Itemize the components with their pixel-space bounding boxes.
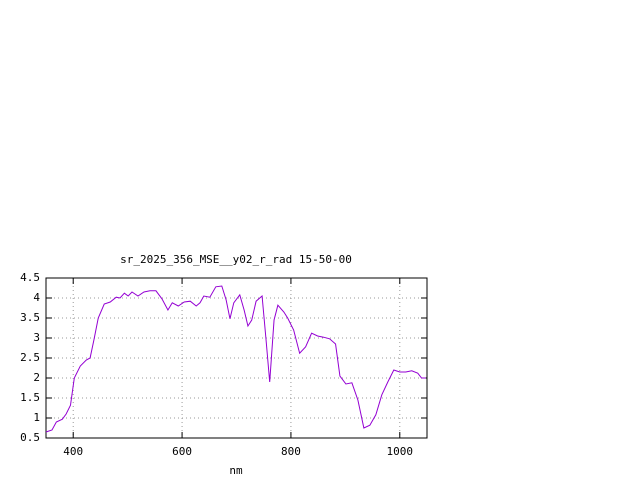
y-tick-label: 4.5 <box>20 271 40 284</box>
y-tick-label: 3 <box>33 331 40 344</box>
y-tick-label: 3.5 <box>20 311 40 324</box>
y-tick-label: 2 <box>33 371 40 384</box>
y-tick-label: 1 <box>33 411 40 424</box>
x-tick-label: 400 <box>63 445 83 458</box>
x-axis-label: nm <box>229 464 243 477</box>
chart-title: sr_2025_356_MSE__y02_r_rad 15-50-00 <box>120 253 352 266</box>
x-tick-label: 800 <box>281 445 301 458</box>
data-line <box>45 285 426 433</box>
x-tick-label: 1000 <box>387 445 414 458</box>
y-tick-label: 1.5 <box>20 391 40 404</box>
y-tick-label: 2.5 <box>20 351 40 364</box>
y-tick-label: 4 <box>33 291 40 304</box>
x-tick-label: 600 <box>172 445 192 458</box>
y-tick-label: 0.5 <box>20 431 40 444</box>
plot-frame <box>45 277 428 439</box>
